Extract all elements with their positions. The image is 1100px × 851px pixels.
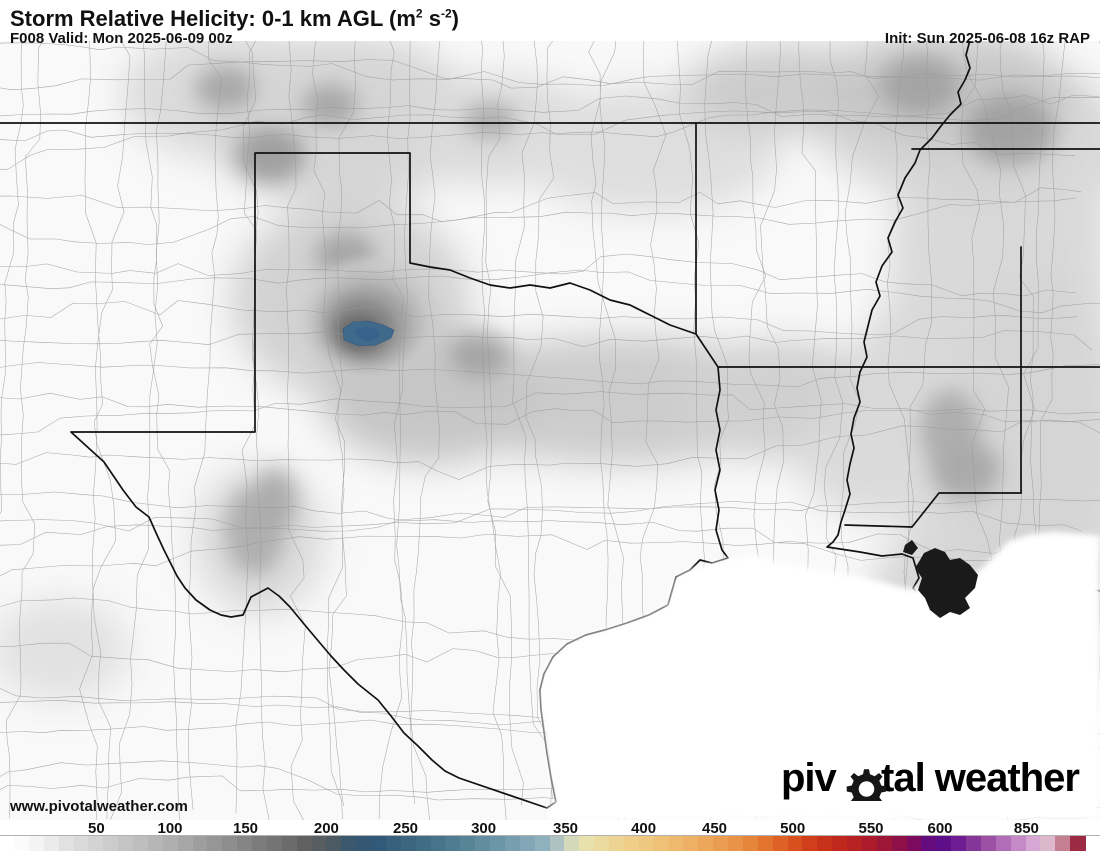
svg-text:tal weather: tal weather <box>881 757 1079 800</box>
svg-text:piv: piv <box>781 757 838 800</box>
